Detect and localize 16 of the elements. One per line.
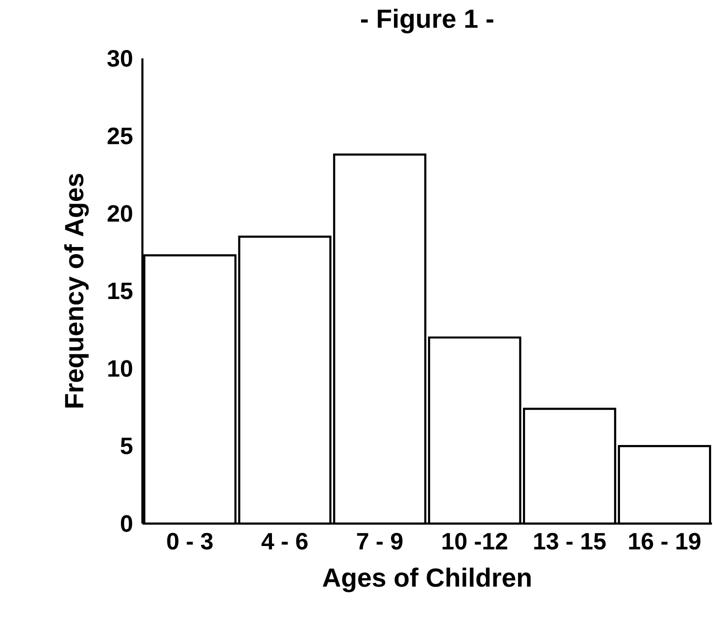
y-tick-label: 25 bbox=[108, 127, 132, 144]
x-tick-label: 10 -12 bbox=[442, 532, 508, 550]
y-tick-label: 10 bbox=[108, 360, 132, 377]
x-axis-title: Ages of Children bbox=[322, 567, 531, 592]
y-tick-label: 15 bbox=[108, 282, 132, 300]
chart-title: - Figure 1 - bbox=[361, 8, 494, 34]
y-axis-title: Frequency of Ages bbox=[64, 174, 89, 408]
y-tick-label: 20 bbox=[108, 204, 132, 222]
y-tick-label: 30 bbox=[107, 50, 132, 67]
y-tick-label: 0 bbox=[120, 514, 132, 532]
x-tick-label: 13 - 15 bbox=[534, 532, 606, 550]
x-tick-label: 7 - 9 bbox=[357, 532, 402, 550]
x-tick-label: 4 - 6 bbox=[262, 532, 308, 550]
y-tick-label: 5 bbox=[120, 438, 132, 454]
x-tick-label: 0 - 3 bbox=[167, 532, 213, 550]
x-tick-label: 16 - 19 bbox=[629, 532, 700, 550]
